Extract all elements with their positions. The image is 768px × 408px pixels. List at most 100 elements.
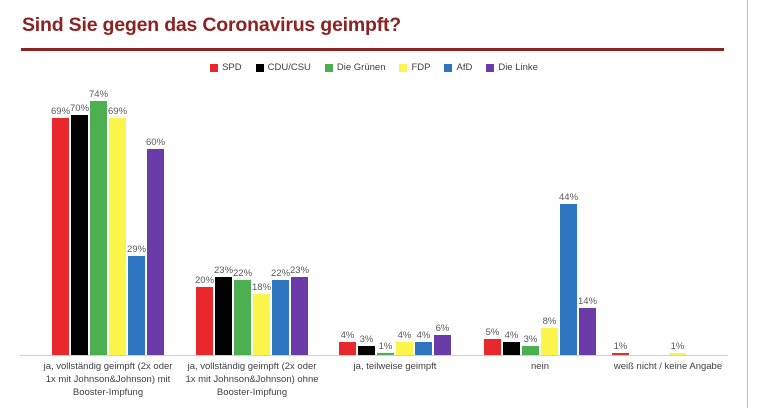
- bar-column[interactable]: 4%: [503, 88, 520, 356]
- bar-column[interactable]: 22%: [233, 88, 253, 356]
- legend-item-spd[interactable]: SPD: [210, 62, 242, 73]
- bar-value-label: 4%: [340, 330, 355, 342]
- bar-die-linke[interactable]: [579, 307, 596, 356]
- chart-legend: SPD CDU/CSU Die Grünen FDP AfD Die Linke: [0, 62, 748, 73]
- bar-column[interactable]: 23%: [214, 88, 233, 356]
- bar-value-label: 18%: [252, 281, 272, 293]
- bar-cdu-csu[interactable]: [71, 114, 88, 356]
- bar-value-label: 69%: [108, 105, 128, 117]
- bar-spd[interactable]: [52, 117, 69, 356]
- bar-column[interactable]: 60%: [146, 88, 166, 356]
- bar-die-linke[interactable]: [147, 149, 164, 356]
- bar-column[interactable]: 5%: [484, 88, 501, 356]
- bar-fdp[interactable]: [541, 328, 558, 356]
- bar-value-label: 29%: [127, 243, 147, 255]
- bar-spd[interactable]: [196, 287, 213, 356]
- legend-swatch-icon: [210, 63, 219, 72]
- bar-fdp[interactable]: [109, 117, 126, 356]
- bar-column[interactable]: 1%: [669, 88, 686, 356]
- bar-column[interactable]: 4%: [339, 88, 356, 356]
- bar-column[interactable]: 22%: [271, 88, 291, 356]
- bar-die-gr-nen[interactable]: [90, 100, 107, 356]
- legend-label: SPD: [222, 62, 242, 73]
- bar-column[interactable]: 20%: [195, 88, 215, 356]
- bar-afd[interactable]: [272, 280, 289, 356]
- bar-die-gr-nen[interactable]: [377, 352, 394, 356]
- bar-column[interactable]: 69%: [108, 88, 128, 356]
- category-axis-label: ja, vollständig geimpft (2x oder 1x mit …: [43, 361, 173, 398]
- legend-swatch-icon: [444, 63, 453, 72]
- slide-canvas: Sind Sie gegen das Coronavirus geimpft? …: [0, 0, 748, 408]
- bar-column[interactable]: [707, 88, 724, 356]
- bar-spd[interactable]: [484, 338, 501, 356]
- bar-value-label: 60%: [146, 137, 166, 148]
- bar-column[interactable]: 18%: [252, 88, 272, 356]
- page-title: Sind Sie gegen das Coronavirus geimpft?: [22, 14, 402, 36]
- bar-value-label: 5%: [485, 326, 500, 338]
- bar-group: 69% 70% 74% 69% 29% 60%: [48, 88, 168, 356]
- bar-value-label: 22%: [271, 268, 291, 280]
- bar-cdu-csu[interactable]: [503, 342, 520, 356]
- bar-cdu-csu[interactable]: [215, 276, 232, 356]
- bar-column[interactable]: 44%: [559, 88, 579, 356]
- right-margin-strip: [749, 0, 768, 408]
- bar-afd[interactable]: [415, 342, 432, 356]
- bar-column[interactable]: 29%: [127, 88, 147, 356]
- bar-value-label: 4%: [397, 330, 412, 342]
- category-axis-label: nein: [531, 361, 549, 372]
- legend-item-afd[interactable]: AfD: [444, 62, 472, 73]
- category-axis-label: ja, vollständig geimpft (2x oder 1x mit …: [185, 361, 319, 398]
- bar-die-gr-nen[interactable]: [522, 345, 539, 356]
- bar-fdp[interactable]: [253, 293, 270, 356]
- bar-value-label: 44%: [559, 192, 579, 204]
- bar-fdp[interactable]: [669, 352, 686, 356]
- legend-swatch-icon: [324, 63, 333, 72]
- bar-group: 1% 1%: [608, 88, 728, 356]
- bar-column[interactable]: 69%: [51, 88, 71, 356]
- bar-group: 4% 3% 1% 4% 4% 6%: [335, 88, 455, 356]
- bar-column[interactable]: 1%: [377, 88, 394, 356]
- bar-column[interactable]: [688, 88, 705, 356]
- bar-value-label: 6%: [435, 323, 450, 335]
- bar-column[interactable]: 4%: [396, 88, 413, 356]
- bar-spd[interactable]: [339, 342, 356, 356]
- bar-value-label: 20%: [195, 275, 215, 286]
- chart-plot-area: 69% 70% 74% 69% 29% 60% 20% 23% 22% 18% 22% 23% 4% 3%…: [20, 88, 728, 356]
- bar-value-label: 3%: [359, 333, 374, 345]
- legend-item-die-gr-nen[interactable]: Die Grünen: [324, 62, 385, 73]
- bar-column[interactable]: 74%: [89, 88, 109, 356]
- bar-column[interactable]: 14%: [578, 88, 597, 356]
- bar-column[interactable]: [631, 88, 648, 356]
- legend-item-fdp[interactable]: FDP: [399, 62, 430, 73]
- legend-label: AfD: [456, 62, 473, 73]
- legend-item-die-linke[interactable]: Die Linke: [486, 62, 538, 73]
- legend-swatch-icon: [399, 63, 408, 72]
- bar-afd[interactable]: [128, 255, 145, 356]
- title-divider: [21, 48, 724, 51]
- bar-cdu-csu[interactable]: [358, 345, 375, 356]
- bar-value-label: 1%: [378, 340, 393, 352]
- bar-column[interactable]: 23%: [290, 88, 309, 356]
- legend-swatch-icon: [255, 63, 264, 72]
- bar-value-label: 74%: [89, 88, 109, 100]
- bar-column[interactable]: 4%: [415, 88, 432, 356]
- bar-column[interactable]: 3%: [358, 88, 375, 356]
- bar-column[interactable]: 6%: [434, 88, 451, 356]
- bar-die-linke[interactable]: [291, 276, 308, 356]
- bar-value-label: 22%: [233, 268, 253, 280]
- bar-afd[interactable]: [560, 204, 577, 356]
- bar-die-linke[interactable]: [434, 335, 451, 356]
- bar-column[interactable]: [650, 88, 667, 356]
- bar-column[interactable]: 1%: [612, 88, 629, 356]
- bar-die-gr-nen[interactable]: [234, 280, 251, 356]
- bar-spd[interactable]: [612, 352, 629, 356]
- bar-column[interactable]: 3%: [522, 88, 539, 356]
- category-axis-label: weiß nicht / keine Angabe: [613, 361, 723, 372]
- bar-value-label: 4%: [416, 330, 431, 342]
- legend-item-cdu-csu[interactable]: CDU/CSU: [255, 62, 311, 73]
- bar-column[interactable]: 70%: [70, 88, 89, 356]
- bar-column[interactable]: 8%: [541, 88, 558, 356]
- bar-value-label: 69%: [51, 105, 71, 117]
- bar-group: 5% 4% 3% 8% 44% 14%: [480, 88, 600, 356]
- bar-fdp[interactable]: [396, 342, 413, 356]
